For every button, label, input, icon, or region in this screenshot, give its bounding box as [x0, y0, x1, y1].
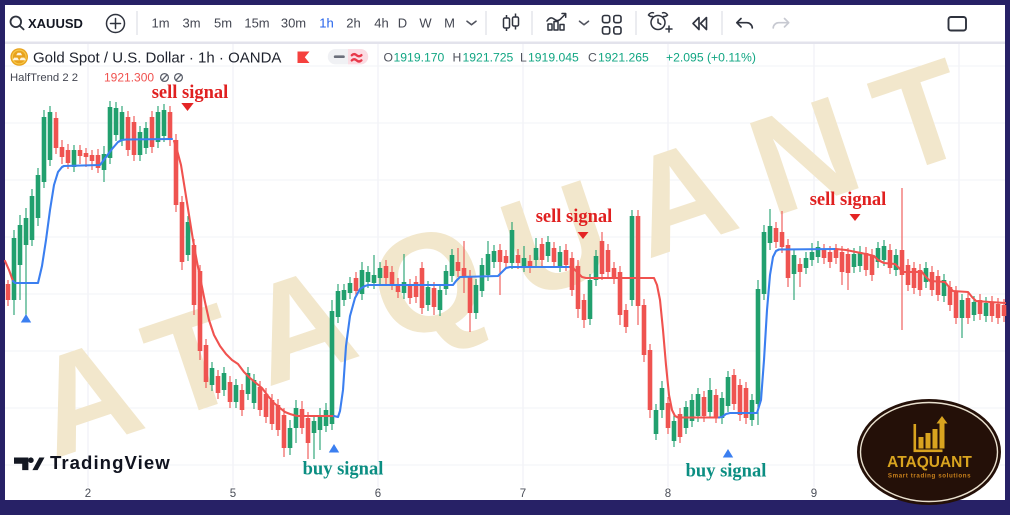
svg-text:sell signal: sell signal: [536, 207, 613, 227]
svg-text:D: D: [398, 16, 407, 31]
svg-text:C: C: [588, 51, 597, 65]
svg-text:1919.170: 1919.170: [394, 51, 445, 65]
svg-text:7: 7: [520, 488, 526, 500]
svg-text:H: H: [453, 51, 462, 65]
svg-text:buy signal: buy signal: [303, 460, 384, 480]
svg-text:1921.300: 1921.300: [104, 71, 154, 85]
svg-text:+2.095 (+0.11%): +2.095 (+0.11%): [666, 51, 756, 65]
svg-text:4h: 4h: [374, 16, 388, 31]
svg-text:1h: 1h: [319, 16, 333, 31]
svg-text:2h: 2h: [346, 16, 360, 31]
svg-text:Gold Spot / U.S. Dollar · 1h ·: Gold Spot / U.S. Dollar · 1h · OANDA: [33, 50, 281, 67]
svg-text:1m: 1m: [151, 16, 169, 31]
svg-text:8: 8: [665, 488, 671, 500]
svg-text:XAUUSD: XAUUSD: [28, 16, 83, 31]
svg-text:W: W: [419, 16, 432, 31]
svg-text:6: 6: [375, 488, 381, 500]
svg-text:M: M: [444, 16, 455, 31]
svg-text:TradingView: TradingView: [50, 452, 171, 473]
svg-text:5m: 5m: [214, 16, 232, 31]
svg-text:sell signal: sell signal: [152, 83, 229, 103]
svg-text:buy signal: buy signal: [686, 462, 767, 482]
svg-text:2: 2: [85, 488, 91, 500]
svg-text:3m: 3m: [182, 16, 200, 31]
svg-text:15m: 15m: [244, 16, 269, 31]
svg-text:30m: 30m: [281, 16, 306, 31]
svg-text:ATAQUANT: ATAQUANT: [887, 454, 972, 471]
svg-text:HalfTrend 2 2: HalfTrend 2 2: [10, 72, 78, 84]
svg-text:Smart trading solutions: Smart trading solutions: [888, 473, 971, 480]
svg-text:9: 9: [811, 488, 817, 500]
svg-text:1921.725: 1921.725: [463, 51, 514, 65]
svg-text:5: 5: [230, 488, 236, 500]
svg-text:1921.265: 1921.265: [598, 51, 649, 65]
svg-text:sell signal: sell signal: [810, 190, 887, 210]
svg-text:O: O: [384, 51, 393, 65]
svg-text:L: L: [520, 51, 527, 65]
svg-text:1919.045: 1919.045: [528, 51, 579, 65]
